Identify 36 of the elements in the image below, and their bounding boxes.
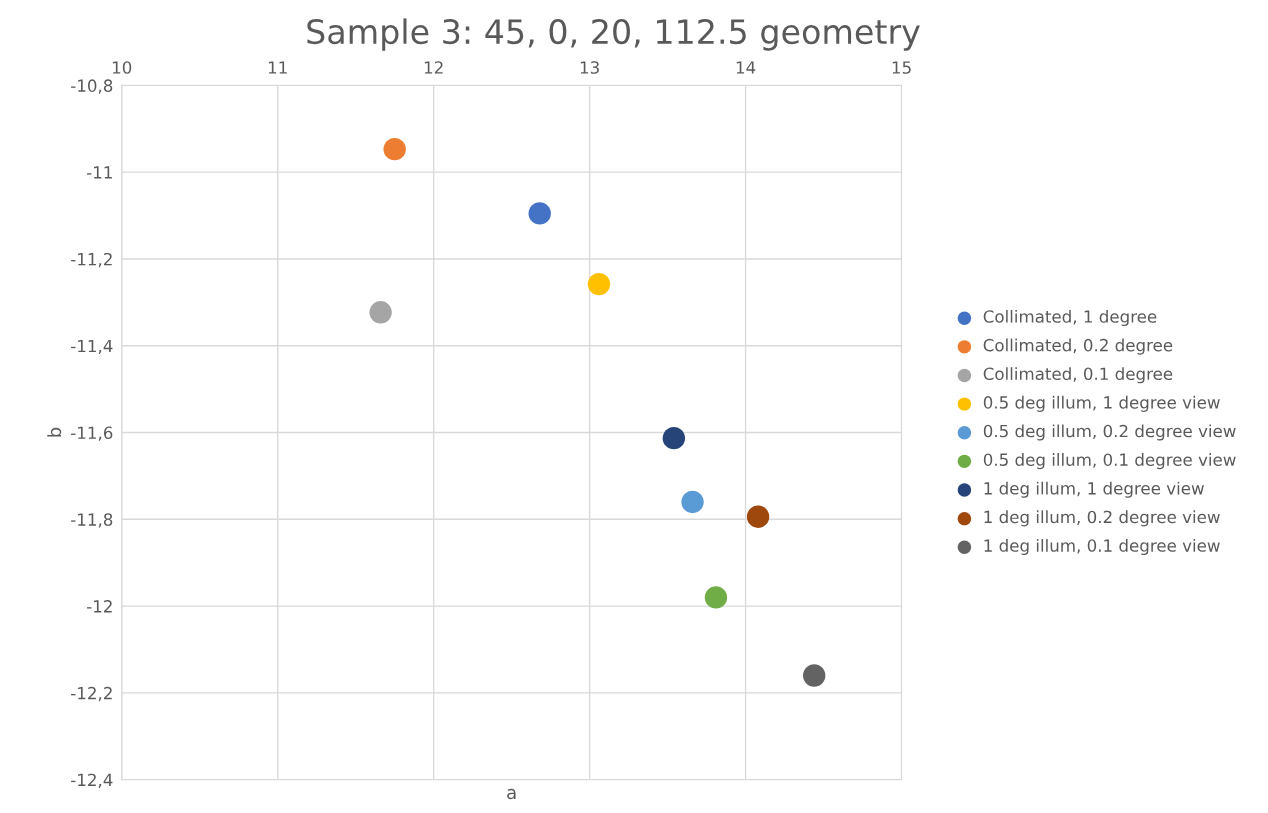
x-tick-label: 11	[268, 61, 287, 74]
y-tick-label: -10,8	[71, 79, 113, 94]
point	[746, 505, 770, 528]
legend-label: 1 deg illum, 0.2 degree view	[984, 510, 1220, 527]
x-tick-label: 12	[424, 61, 443, 74]
x-tick-label: 14	[736, 61, 756, 74]
x-tick-label: 13	[580, 61, 599, 74]
y-tick-label: -11,6	[71, 426, 113, 441]
legend-label: 1 deg illum, 0.1 degree view	[984, 538, 1220, 556]
x-tick-label: 10	[112, 61, 132, 74]
legend-label: 0.5 deg illum, 0.1 degree view	[983, 453, 1236, 470]
x-axis-title: a	[507, 788, 516, 800]
y-tick-label: -12,4	[71, 773, 113, 788]
y-axis-title: b	[47, 427, 62, 437]
point	[528, 202, 551, 225]
legend-label: 1 deg illum, 1 degree view	[984, 481, 1204, 498]
y-tick-label: -12,2	[71, 686, 112, 702]
point	[704, 586, 728, 609]
point	[383, 137, 406, 161]
legend-label: 0.5 deg illum, 1 degree view	[983, 395, 1220, 412]
y-tick-label: -11	[86, 166, 112, 179]
point	[587, 272, 611, 296]
point	[662, 426, 686, 450]
legend-label: Collimated, 0.1 degree	[983, 367, 1173, 384]
point	[681, 490, 704, 514]
y-tick-label: -11,8	[71, 513, 113, 528]
legend-label: Collimated, 1 degree	[983, 309, 1157, 327]
legend-label: 0.5 deg illum, 0.2 degree view	[983, 424, 1236, 441]
chart-title: Sample 3: 45, 0, 20, 112.5 geometry	[307, 18, 920, 51]
legend-label: Collimated, 0.2 degree	[983, 338, 1173, 355]
x-tick-label: 15	[892, 61, 911, 74]
y-tick-label: -11,4	[71, 339, 113, 354]
y-tick-label: -12	[86, 600, 112, 613]
y-tick-label: -11,2	[71, 252, 112, 268]
point	[369, 301, 392, 324]
point	[803, 664, 826, 687]
